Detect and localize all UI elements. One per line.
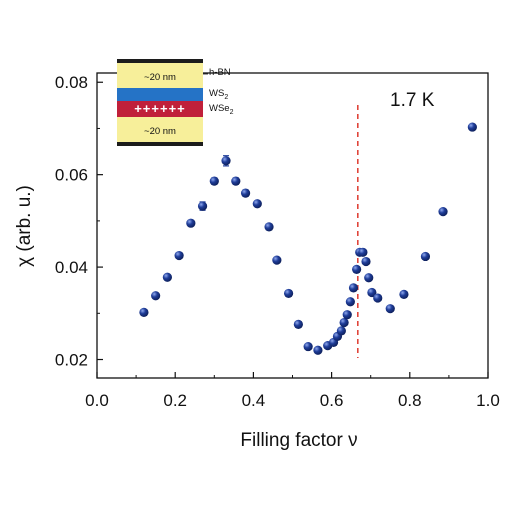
- data-point: [293, 319, 303, 329]
- wse2-label-subscript: 2: [230, 109, 234, 116]
- data-point: [385, 304, 395, 314]
- x-axis-ticks: 0.0 0.2 0.4 0.6 0.8 1.0: [85, 372, 500, 410]
- data-point: [283, 288, 294, 299]
- data-point: [342, 310, 352, 320]
- x-axis-title: Filling factor ν: [240, 430, 357, 451]
- bottom-gate-layer: [117, 142, 203, 146]
- bottom-thickness-label: ~20 nm: [144, 126, 176, 137]
- data-point: [139, 307, 149, 317]
- data-point: [313, 345, 323, 355]
- x-tick-label: 1.0: [476, 391, 500, 410]
- data-point: [336, 326, 346, 336]
- data-point: [151, 291, 161, 301]
- data-point: [467, 122, 477, 132]
- data-point: [303, 341, 313, 352]
- hbn-label: h-BN: [209, 67, 231, 78]
- y-tick-label: 0.06: [55, 166, 88, 185]
- data-point: [358, 247, 368, 257]
- x-tick-label: 0.4: [242, 391, 266, 410]
- ws2-label-base: WS: [209, 88, 224, 99]
- ws2-layer: [117, 88, 203, 101]
- temperature-annotation: 1.7 K: [390, 90, 435, 111]
- data-point: [399, 289, 409, 299]
- y-tick-label: 0.04: [55, 258, 88, 277]
- data-point: [345, 297, 355, 307]
- y-tick-label: 0.02: [55, 351, 88, 370]
- data-point: [240, 188, 251, 198]
- data-point: [361, 256, 371, 267]
- y-axis-title: χ (arb. u.): [14, 185, 35, 267]
- data-points: [139, 122, 477, 355]
- data-point: [420, 251, 431, 262]
- y-tick-label: 0.08: [55, 73, 88, 92]
- x-tick-label: 0.2: [163, 391, 187, 410]
- x-tick-label: 0.8: [398, 391, 422, 410]
- top-hbn-layer: [117, 63, 203, 88]
- wse2-layer: [117, 101, 203, 117]
- hole-charges: ++++++: [134, 101, 186, 116]
- data-point: [339, 317, 349, 328]
- data-point: [272, 255, 282, 265]
- heterostructure-inset: ~20 nm ~20 nm ++++++ h-BN WS2 WSe2: [117, 59, 234, 146]
- data-point: [231, 176, 241, 186]
- data-point: [221, 156, 231, 166]
- data-point: [209, 176, 219, 186]
- data-point: [197, 201, 208, 211]
- data-point: [367, 287, 377, 298]
- y-axis-ticks: 0.02 0.04 0.06 0.08: [55, 73, 103, 370]
- x-tick-label: 0.0: [85, 391, 109, 410]
- bottom-hbn-layer: [117, 117, 203, 142]
- data-point: [364, 273, 374, 283]
- data-point: [373, 293, 383, 303]
- ws2-label-subscript: 2: [224, 94, 228, 101]
- data-point: [438, 207, 448, 217]
- data-point: [348, 283, 359, 293]
- data-point: [352, 264, 362, 275]
- data-point: [186, 218, 196, 228]
- wse2-label-base: WSe: [209, 103, 230, 114]
- top-thickness-label: ~20 nm: [144, 72, 176, 83]
- data-point: [252, 199, 262, 209]
- x-tick-label: 0.6: [320, 391, 344, 410]
- top-gate-layer: [117, 59, 203, 63]
- ws2-label: WS2: [209, 88, 228, 101]
- wse2-label: WSe2: [209, 103, 234, 116]
- data-point: [174, 250, 184, 261]
- data-point: [264, 222, 274, 232]
- data-point: [162, 272, 172, 282]
